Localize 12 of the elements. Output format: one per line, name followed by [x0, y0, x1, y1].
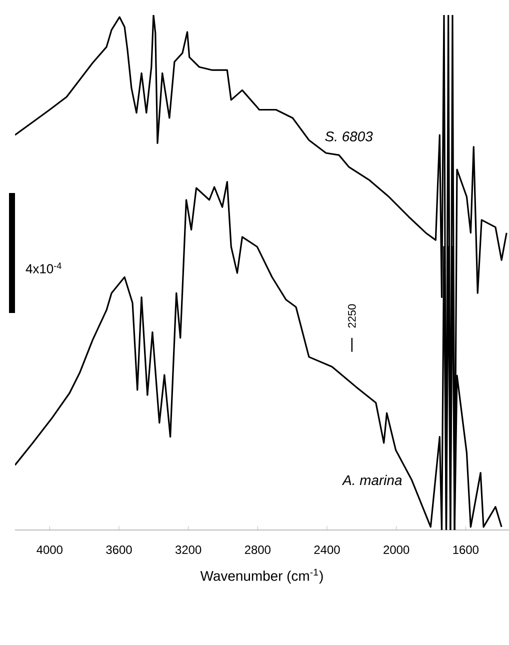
x-tick-label: 3200: [175, 546, 202, 554]
series-label: S. 6803: [325, 132, 373, 142]
x-tick-label: 2800: [244, 546, 270, 554]
x-tick-label: 2400: [314, 546, 340, 554]
x-tick-label: 1600: [453, 546, 478, 554]
x-tick-label: 4000: [36, 546, 62, 554]
x-tick-label: 2000: [384, 546, 410, 554]
annotation: 2250: [348, 304, 356, 328]
annotation: 4x10$^{-4}$: [26, 262, 62, 274]
series-label: A. marina: [342, 474, 402, 486]
x-axis-title: Wavenumber (cm$^{-1}$): [200, 568, 323, 584]
x-tick-label: 3600: [106, 546, 132, 554]
